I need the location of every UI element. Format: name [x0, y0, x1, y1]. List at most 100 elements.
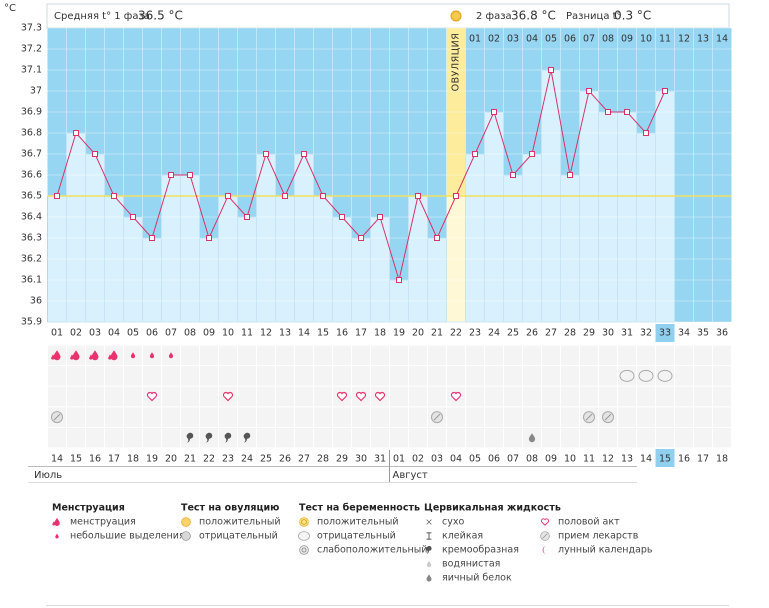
disc	[181, 517, 191, 527]
icon-menstruation	[70, 350, 80, 361]
drop	[130, 352, 136, 359]
icon-preg-negative	[638, 369, 654, 382]
x-tick-label: 05	[127, 328, 139, 339]
icon-creamy	[186, 432, 194, 443]
symbol-cell	[390, 386, 408, 407]
month-label: Июль	[34, 470, 62, 481]
symbol-cell	[162, 386, 180, 407]
symbol-cell	[86, 407, 104, 427]
symbol-cell	[656, 407, 674, 427]
x-tick-label: 14	[298, 328, 310, 339]
symbol-cell	[466, 386, 484, 407]
legend-label: водянистая	[442, 559, 500, 570]
disc	[297, 531, 311, 541]
symbol-cell	[561, 345, 579, 366]
ovulation-label: ОВУЛЯЦИЯ	[451, 33, 462, 92]
icon-preg-positive	[299, 517, 309, 527]
heart	[450, 391, 462, 402]
icon-heart	[450, 391, 462, 402]
symbol-cell	[713, 345, 731, 366]
x-tick-label: 17	[355, 328, 367, 339]
symbol-cell	[561, 366, 579, 386]
symbol-cell	[86, 386, 104, 407]
symbol-cell	[390, 366, 408, 386]
symbol-cell	[276, 427, 294, 448]
x-tick-label: 12	[260, 328, 272, 339]
comma	[205, 432, 213, 443]
symbol-cell	[124, 407, 142, 427]
phase2-day: 11	[659, 34, 671, 45]
legend-label: небольшие выделения	[70, 531, 185, 542]
symbol-cell	[371, 427, 389, 448]
x-tick-label: 04	[108, 328, 120, 339]
symbol-cell	[143, 427, 161, 448]
symbol-cell	[257, 366, 275, 386]
symbol-cell	[257, 407, 275, 427]
icon-eggwhite	[528, 433, 536, 443]
symbol-cell	[447, 427, 465, 448]
legend-title: Цервикальная жидкость	[424, 503, 561, 514]
symbol-cell	[86, 427, 104, 448]
symbol-cell	[409, 407, 427, 427]
symbol-cell	[105, 427, 123, 448]
drop	[168, 352, 174, 359]
symbol-cell	[295, 427, 313, 448]
phase2-day: 02	[488, 34, 500, 45]
icon-spotting	[149, 352, 155, 359]
drop	[149, 352, 155, 359]
temperature-point	[282, 193, 288, 199]
symbol-cell	[200, 345, 218, 366]
diff-value: 0.3 °C	[614, 9, 651, 23]
t	[426, 532, 432, 540]
symbol-cell	[352, 427, 370, 448]
drop	[55, 533, 59, 539]
y-tick-label: 37.1	[21, 65, 42, 76]
x-tick-label: 33	[659, 328, 671, 339]
temperature-point	[662, 88, 668, 94]
comma	[186, 432, 194, 443]
symbol-cell	[561, 407, 579, 427]
symbol-cell	[48, 386, 66, 407]
date-label: 25	[260, 454, 272, 465]
symbol-cell	[181, 345, 199, 366]
y-tick-label: 36.9	[21, 107, 42, 118]
symbol-cell	[67, 366, 85, 386]
symbol-cell	[409, 386, 427, 407]
symbol-cell	[124, 386, 142, 407]
icon-heart	[355, 391, 367, 402]
symbol-cell	[105, 366, 123, 386]
legend-title: Тест на овуляцию	[181, 503, 279, 514]
symbol-cell	[599, 427, 617, 448]
ring	[301, 547, 307, 553]
symbol-cell	[580, 386, 598, 407]
symbol-cell	[428, 386, 446, 407]
symbol-cell	[675, 366, 693, 386]
symbol-cell	[485, 407, 503, 427]
symbol-cell	[542, 427, 560, 448]
symbol-cell	[295, 345, 313, 366]
symbol-cell	[257, 386, 275, 407]
symbol-cell	[333, 427, 351, 448]
date-label: 16	[89, 454, 101, 465]
icon-preg-weak	[299, 545, 309, 555]
symbol-cell	[447, 366, 465, 386]
symbol-cell	[181, 366, 199, 386]
symbol-cell	[466, 345, 484, 366]
x-tick-label: 23	[469, 328, 481, 339]
icon-creamy	[205, 432, 213, 443]
disc	[619, 369, 635, 382]
symbol-cell	[276, 366, 294, 386]
date-label: 07	[507, 454, 519, 465]
date-label: 23	[222, 454, 234, 465]
symbol-cell	[656, 427, 674, 448]
symbol-cell	[599, 366, 617, 386]
icon-menstruation	[108, 350, 118, 361]
temperature-point	[225, 193, 231, 199]
date-label: 15	[70, 454, 82, 465]
symbol-cell	[675, 386, 693, 407]
symbol-cell	[333, 366, 351, 386]
temperature-column	[503, 174, 523, 323]
legend-label: положительный	[199, 517, 281, 528]
icon-creamy	[243, 432, 251, 443]
comma	[224, 432, 232, 443]
